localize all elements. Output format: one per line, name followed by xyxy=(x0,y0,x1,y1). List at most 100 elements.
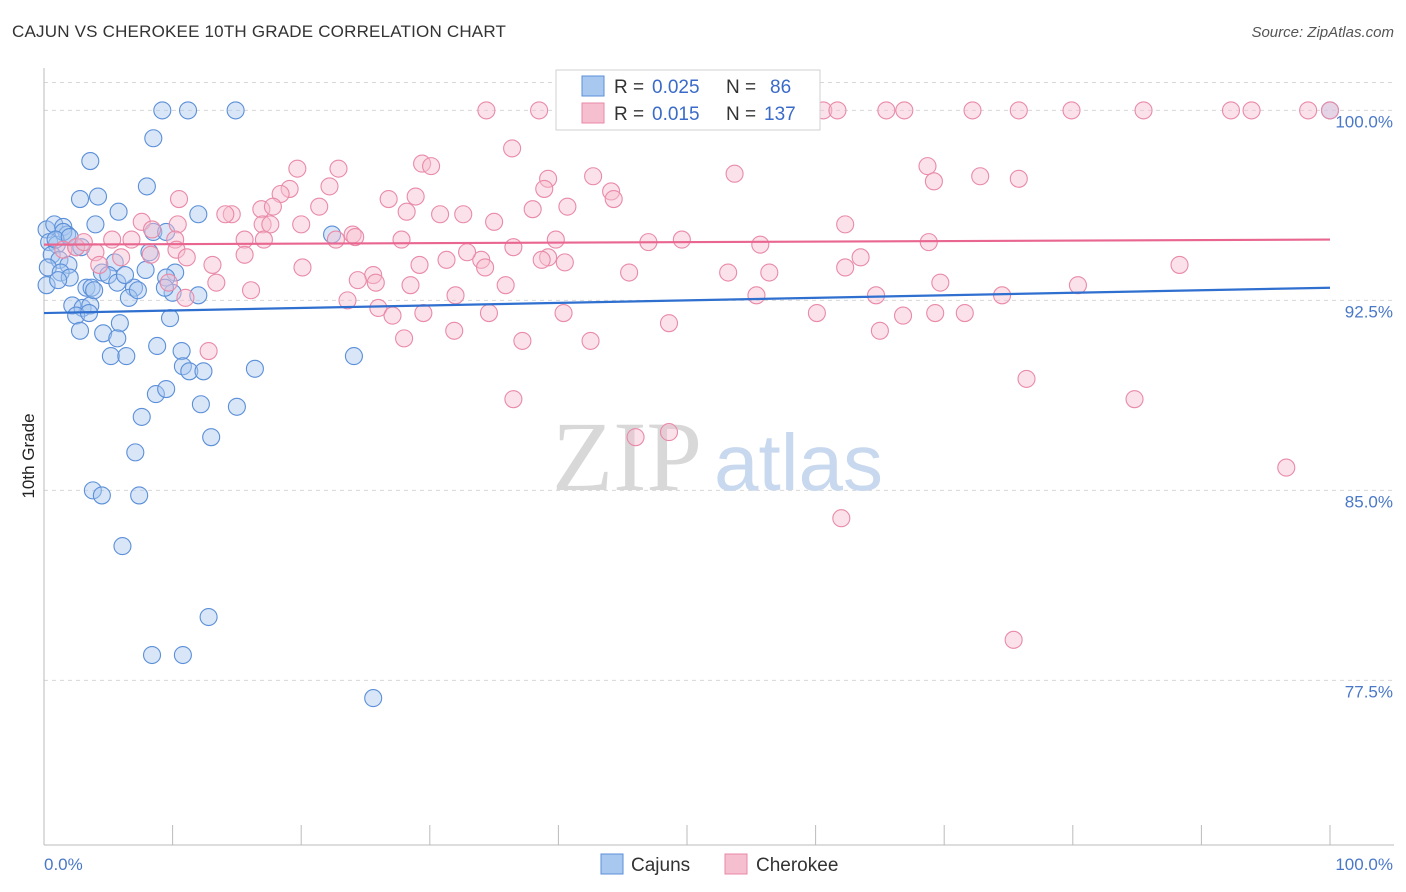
cherokee-point xyxy=(584,167,603,186)
cajun-point xyxy=(101,347,120,366)
cherokee-point xyxy=(310,197,329,216)
cajun-point xyxy=(108,329,127,348)
cherokee-point xyxy=(477,101,496,120)
cajun-point xyxy=(132,407,151,426)
cherokee-point xyxy=(74,233,93,252)
cherokee-point xyxy=(479,303,499,323)
cajun-point xyxy=(82,278,101,297)
cherokee-point xyxy=(401,276,420,295)
cherokee-point xyxy=(554,303,573,323)
cherokee-point xyxy=(122,230,141,249)
cajun-r-label: R = xyxy=(614,77,644,98)
cherokee-point xyxy=(1062,101,1081,120)
y-axis-label: 10th Grade xyxy=(19,413,38,498)
cherokee-point xyxy=(235,230,254,249)
cajun-point xyxy=(157,379,176,399)
cherokee-point xyxy=(112,248,131,267)
series-legend: Cajuns Cherokee xyxy=(600,853,838,876)
cajun-point xyxy=(109,202,128,221)
cajun-point xyxy=(173,645,192,665)
cajun-point xyxy=(113,537,132,556)
cherokee-point xyxy=(558,197,577,216)
cherokee-point xyxy=(1009,169,1028,188)
cherokee-point xyxy=(725,164,744,183)
cajun-point xyxy=(344,347,363,366)
cherokee-point xyxy=(807,303,826,323)
cherokee-point xyxy=(338,291,357,310)
cajun-point xyxy=(142,645,162,665)
cajun-point xyxy=(180,362,199,381)
cherokee-point xyxy=(263,197,282,216)
cajun-point xyxy=(85,281,104,300)
cajuns-legend-label: Cajuns xyxy=(631,855,690,876)
cajun-point xyxy=(194,362,213,381)
cajun-point xyxy=(110,314,129,333)
stats-legend: R = 0.025 N = 86 R = 0.015 N = 137 xyxy=(555,69,821,131)
cherokee-point xyxy=(836,215,855,234)
cherokee-point xyxy=(1004,630,1023,649)
cherokee-point xyxy=(1125,390,1144,409)
cherokee-trend-line xyxy=(43,238,1331,246)
cherokee-point xyxy=(235,245,254,264)
cherokee-point xyxy=(476,258,495,277)
cherokee-point xyxy=(931,273,950,292)
cajun-point xyxy=(166,263,185,282)
cajun-point xyxy=(148,336,167,356)
cherokee-point xyxy=(446,286,465,305)
y-tick-labels: 100.0% 92.5% 85.0% 77.5% xyxy=(1335,112,1393,701)
cherokee-point xyxy=(539,169,558,188)
cherokee-point xyxy=(379,190,398,209)
cherokee-point xyxy=(555,253,574,272)
cherokee-point xyxy=(870,321,889,340)
cherokee-point xyxy=(895,101,914,120)
cajun-point xyxy=(144,129,163,148)
cajun-point xyxy=(226,101,245,120)
cherokee-point xyxy=(169,190,189,209)
cherokee-point xyxy=(751,235,770,254)
cherokee-point xyxy=(1299,101,1318,120)
y-tick-label: 92.5% xyxy=(1345,302,1393,321)
cherokee-point xyxy=(168,215,187,234)
cherokee-point xyxy=(132,212,151,231)
axes xyxy=(43,68,1394,846)
cajun-point xyxy=(60,268,79,287)
cherokee-point xyxy=(877,101,896,120)
cajun-point xyxy=(81,296,100,315)
cherokee-point xyxy=(1277,458,1296,477)
cajun-r-value: 0.025 xyxy=(652,77,700,98)
cajun-point xyxy=(83,481,102,500)
cajun-point xyxy=(202,428,221,447)
cherokee-point xyxy=(532,250,551,269)
cherokee-point xyxy=(828,101,847,120)
cajun-point xyxy=(92,486,111,505)
cajun-point xyxy=(189,205,208,224)
cherokee-point xyxy=(348,271,367,290)
cherokee-point xyxy=(288,159,307,178)
cherokee-point xyxy=(535,179,554,198)
cajun-point xyxy=(245,359,264,378)
cherokee-point xyxy=(261,215,280,234)
cherokee-point xyxy=(103,230,122,249)
cherokee-point xyxy=(1320,101,1340,120)
cherokee-point xyxy=(216,205,235,224)
cherokee-legend-label: Cherokee xyxy=(756,855,838,876)
y-tick-label: 77.5% xyxy=(1345,682,1393,701)
cherokee-point xyxy=(414,303,433,323)
cherokee-point xyxy=(90,255,109,274)
cajun-point xyxy=(227,397,246,416)
cherokee-point xyxy=(581,331,600,350)
cherokee-point xyxy=(454,205,473,224)
cherokee-point xyxy=(523,200,542,219)
cherokee-point xyxy=(445,321,464,340)
cherokee-point xyxy=(241,281,261,300)
cajun-point xyxy=(160,309,180,328)
cherokee-point xyxy=(395,329,414,348)
cherokee-n-value: 137 xyxy=(764,104,796,125)
cajun-point xyxy=(86,215,105,234)
cherokee-point xyxy=(1017,369,1036,388)
cajun-point xyxy=(137,177,156,196)
cherokee-point xyxy=(1170,255,1189,274)
cherokee-point xyxy=(659,314,679,333)
cherokee-point xyxy=(719,263,738,282)
cajun-point xyxy=(108,273,127,292)
